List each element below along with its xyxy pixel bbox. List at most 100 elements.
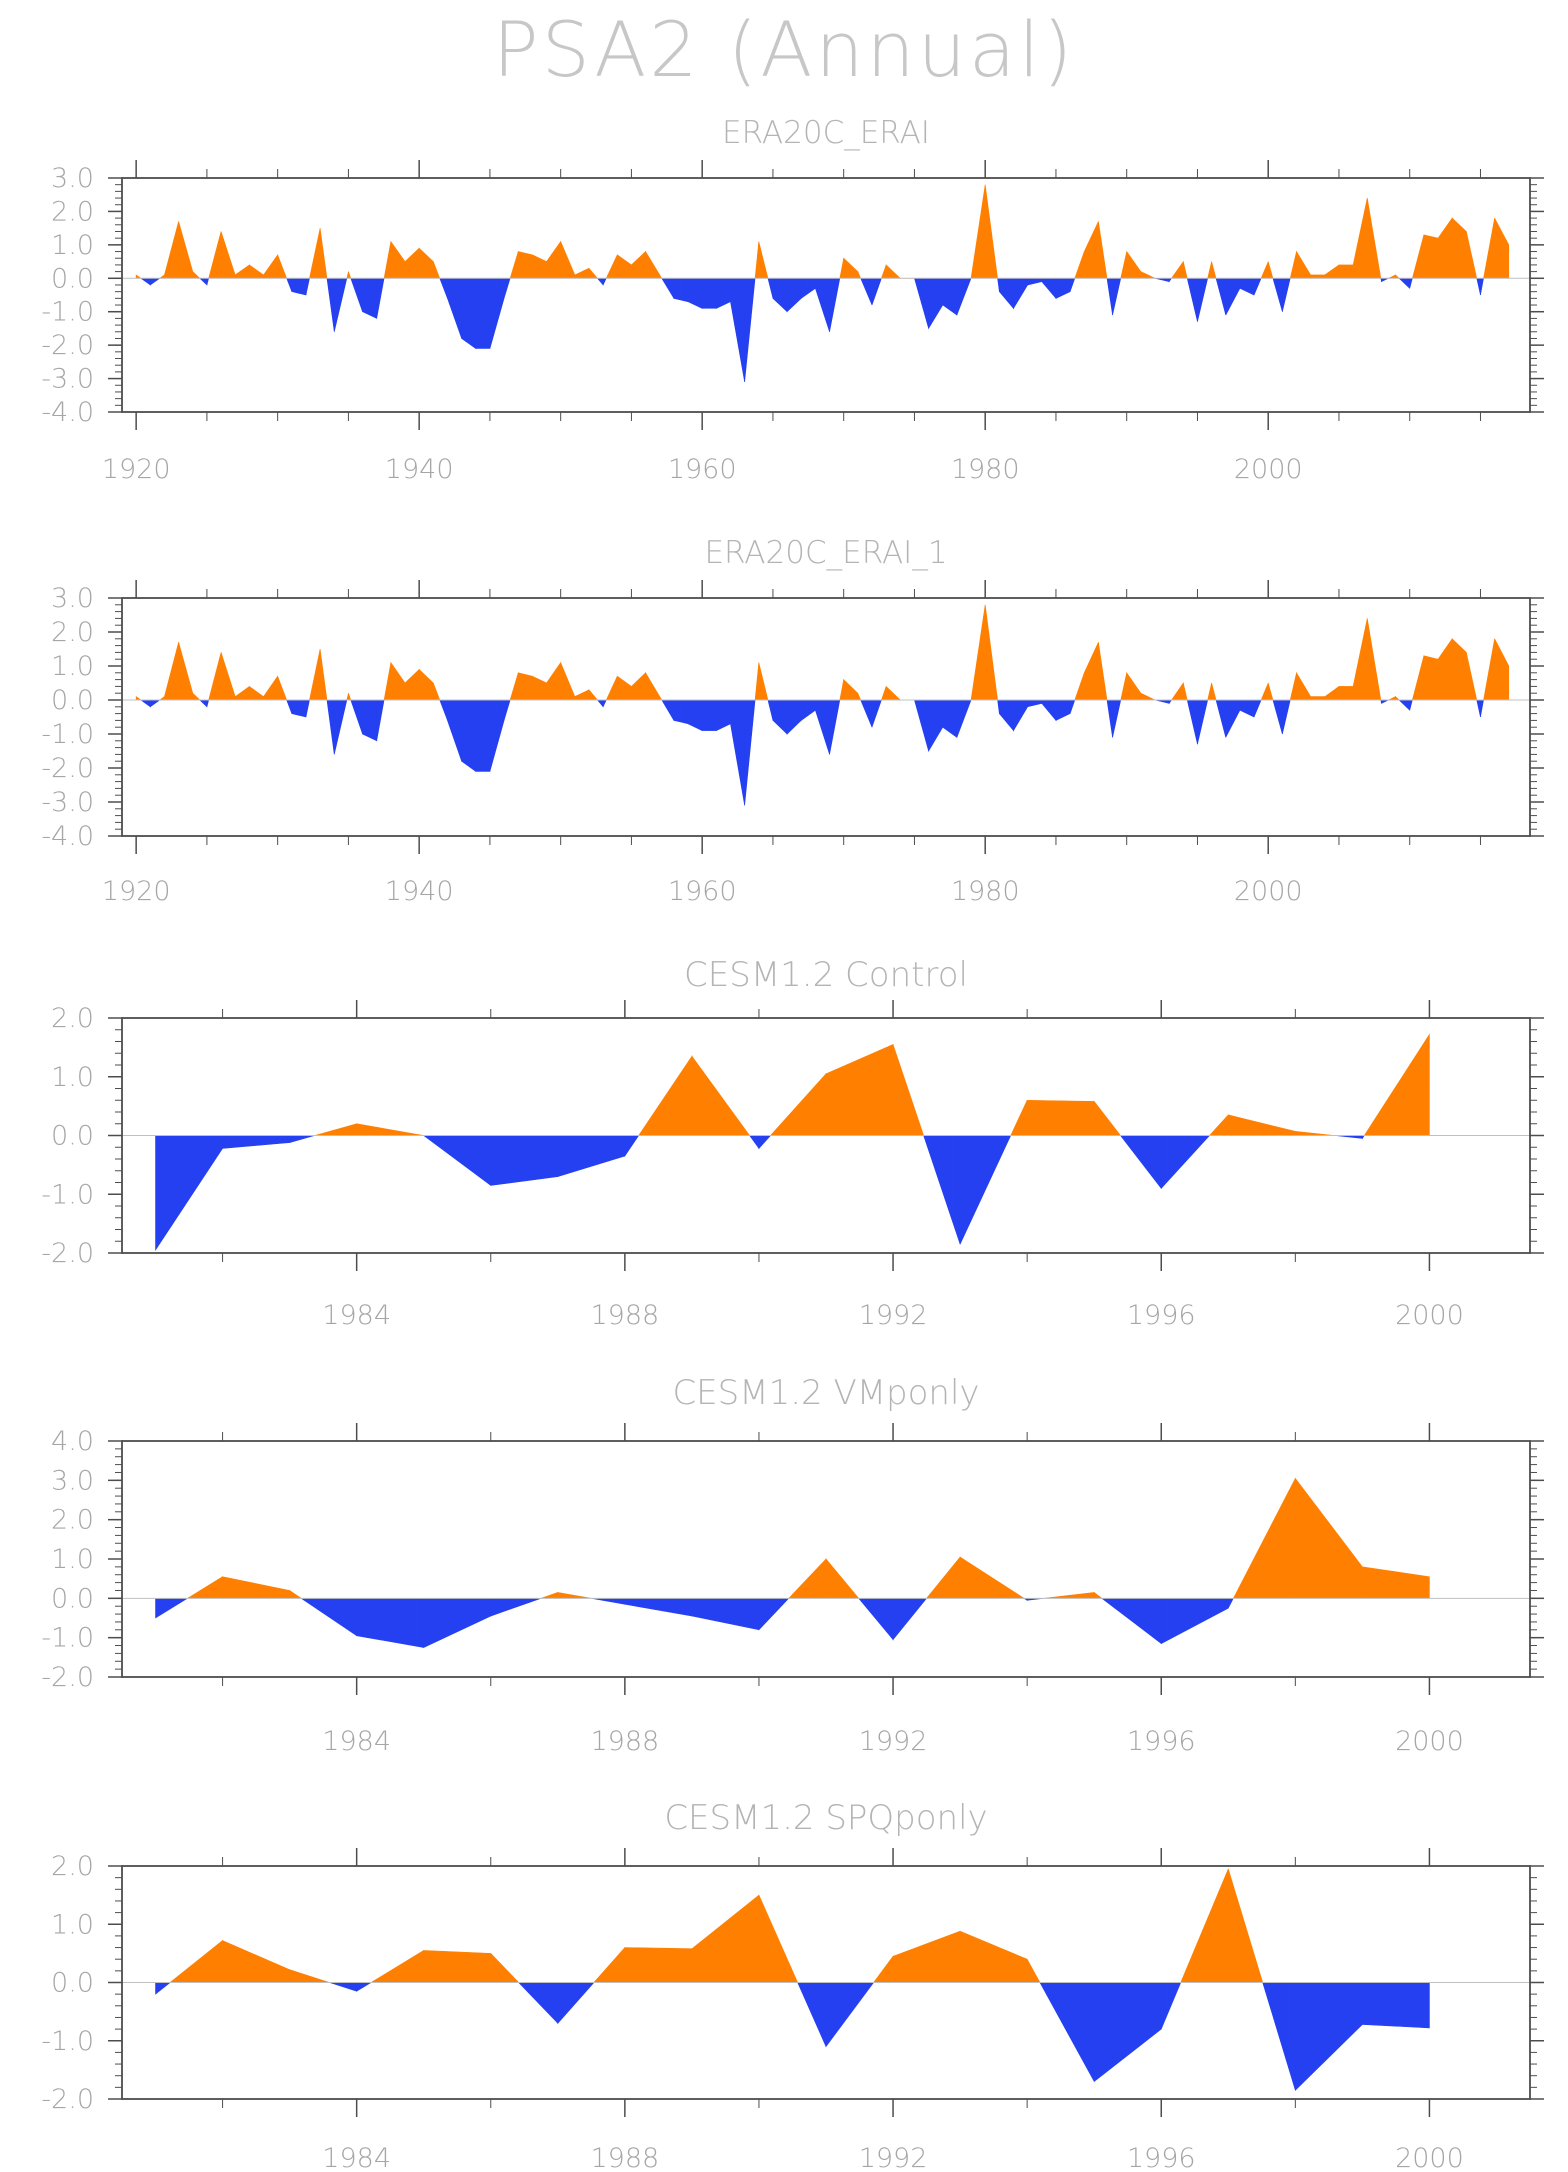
negative-area bbox=[1041, 699, 1057, 722]
positive-area bbox=[560, 241, 576, 279]
negative-area bbox=[461, 699, 477, 772]
x-tick-label: 2000 bbox=[1234, 876, 1303, 907]
negative-area bbox=[300, 1598, 357, 1637]
negative-area bbox=[305, 699, 310, 718]
positive-area bbox=[1260, 682, 1269, 701]
negative-area bbox=[767, 699, 774, 721]
positive-area bbox=[758, 241, 769, 279]
positive-area bbox=[892, 1930, 961, 1983]
positive-area bbox=[691, 1894, 760, 1983]
negative-area bbox=[362, 277, 378, 319]
negative-area bbox=[286, 277, 293, 292]
positive-area bbox=[1043, 1592, 1095, 1599]
negative-area bbox=[1239, 277, 1255, 296]
positive-area bbox=[1126, 671, 1142, 701]
negative-area bbox=[591, 1598, 626, 1605]
main-title: PSA2 (Annual) bbox=[492, 5, 1076, 94]
y-tick-label: 2.0 bbox=[51, 1003, 94, 1034]
positive-area bbox=[208, 231, 222, 279]
positive-area bbox=[574, 689, 590, 701]
negative-area bbox=[1197, 699, 1209, 745]
negative-area bbox=[914, 699, 929, 752]
negative-area bbox=[1295, 1982, 1363, 2091]
positive-area bbox=[1437, 217, 1453, 279]
x-tick-label: 1940 bbox=[385, 876, 454, 907]
negative-area bbox=[1282, 699, 1291, 735]
negative-area bbox=[673, 277, 689, 303]
positive-area bbox=[574, 267, 590, 279]
negative-area bbox=[289, 1135, 315, 1143]
negative-area bbox=[222, 1135, 290, 1149]
y-tick-label: 3.0 bbox=[51, 163, 94, 194]
x-tick-label: 1996 bbox=[1127, 2143, 1196, 2172]
negative-area bbox=[928, 277, 944, 330]
positive-area bbox=[1296, 671, 1311, 701]
positive-area bbox=[1083, 221, 1099, 279]
positive-area bbox=[348, 693, 352, 701]
negative-area bbox=[333, 277, 348, 332]
positive-area bbox=[263, 675, 278, 701]
negative-area bbox=[716, 277, 731, 309]
positive-area bbox=[1010, 1100, 1028, 1136]
positive-area bbox=[1388, 696, 1396, 701]
negative-area bbox=[860, 699, 873, 728]
positive-area bbox=[843, 678, 859, 701]
negative-area bbox=[1272, 699, 1283, 735]
positive-area bbox=[1411, 655, 1425, 701]
plot-frame bbox=[121, 597, 1531, 837]
negative-area bbox=[423, 1598, 492, 1648]
positive-area bbox=[509, 672, 519, 701]
y-tick-label: -2.0 bbox=[41, 1238, 94, 1269]
positive-area bbox=[1289, 251, 1297, 279]
negative-area bbox=[447, 277, 462, 339]
positive-area bbox=[1183, 261, 1188, 279]
negative-area bbox=[786, 699, 802, 735]
negative-area bbox=[1215, 699, 1227, 738]
negative-area bbox=[356, 1598, 425, 1648]
x-tick-label: 1984 bbox=[322, 1300, 391, 1331]
negative-area bbox=[1013, 277, 1028, 310]
positive-area bbox=[220, 652, 236, 701]
negative-area bbox=[333, 699, 348, 755]
x-tick-label: 1992 bbox=[859, 1300, 928, 1331]
positive-area bbox=[1267, 261, 1274, 279]
negative-area bbox=[503, 699, 511, 721]
positive-area bbox=[1466, 231, 1478, 279]
negative-area bbox=[1398, 277, 1411, 290]
negative-area bbox=[1027, 699, 1043, 708]
positive-area bbox=[1423, 655, 1439, 701]
negative-area bbox=[503, 277, 511, 299]
positive-area bbox=[588, 267, 599, 279]
positive-area bbox=[289, 1969, 330, 1983]
positive-area bbox=[178, 221, 194, 279]
positive-area bbox=[631, 250, 646, 279]
positive-area bbox=[208, 652, 222, 701]
y-tick-label: 2.0 bbox=[51, 1851, 94, 1882]
x-tick-label: 1980 bbox=[951, 876, 1020, 907]
negative-area bbox=[1101, 1598, 1162, 1645]
x-tick-label: 2000 bbox=[1395, 1726, 1464, 1757]
positive-area bbox=[164, 642, 179, 701]
positive-area bbox=[1366, 618, 1382, 701]
positive-area bbox=[404, 668, 420, 701]
positive-area bbox=[1310, 696, 1326, 701]
positive-area bbox=[433, 682, 441, 701]
positive-area bbox=[1451, 638, 1467, 701]
positive-area bbox=[843, 257, 859, 279]
negative-area bbox=[1013, 699, 1028, 732]
negative-area bbox=[1154, 699, 1170, 704]
positive-area bbox=[885, 685, 902, 701]
positive-area bbox=[1026, 1959, 1041, 1983]
y-tick-label: 1.0 bbox=[51, 1062, 94, 1093]
y-tick-label: 3.0 bbox=[51, 583, 94, 614]
x-tick-label: 1996 bbox=[1127, 1300, 1196, 1331]
positive-area bbox=[1338, 686, 1354, 701]
positive-area bbox=[1120, 672, 1128, 701]
positive-area bbox=[164, 221, 179, 279]
positive-area bbox=[309, 648, 321, 701]
negative-area bbox=[489, 699, 505, 772]
positive-area bbox=[605, 676, 618, 701]
negative-area bbox=[1409, 277, 1413, 289]
x-tick-label: 2000 bbox=[1234, 454, 1303, 485]
